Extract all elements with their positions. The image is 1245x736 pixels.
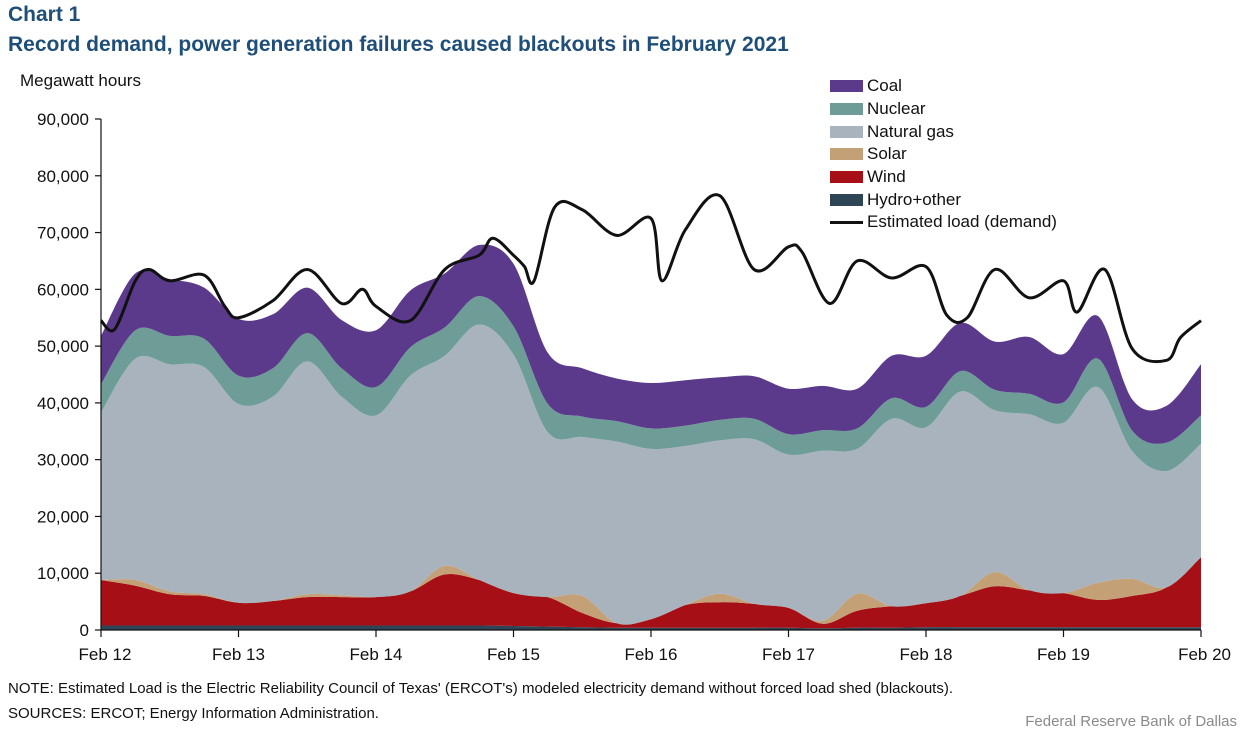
y-tick-label: 50,000 <box>37 337 89 356</box>
y-tick-label: 20,000 <box>37 507 89 526</box>
legend-label-natural-gas: Natural gas <box>867 121 954 141</box>
area-hydro-other <box>101 625 1201 630</box>
x-tick-label: Feb 16 <box>625 645 678 664</box>
legend-swatch-wind <box>830 171 863 184</box>
legend-label-solar: Solar <box>867 144 907 164</box>
stacked-area-layer <box>101 244 1201 630</box>
x-tick-label: Feb 14 <box>350 645 403 664</box>
legend-item-estimated-load: Estimated load (demand) <box>830 211 1057 234</box>
legend-swatch-natural-gas <box>830 125 863 138</box>
legend-item-wind: Wind <box>830 166 1057 189</box>
legend-item-hydro-other: Hydro+other <box>830 188 1057 211</box>
chart-title: Record demand, power generation failures… <box>8 33 789 56</box>
y-axis-unit-label: Megawatt hours <box>20 71 141 90</box>
y-tick-label: 60,000 <box>37 280 89 299</box>
load-line-layer <box>99 193 1202 364</box>
y-tick-label: 40,000 <box>37 394 89 413</box>
chart-legend: Coal Nuclear Natural gas Solar Wind Hydr… <box>830 75 1057 234</box>
legend-item-solar: Solar <box>830 143 1057 166</box>
legend-label-nuclear: Nuclear <box>867 99 926 119</box>
area-natural-gas <box>101 324 1201 625</box>
footnote: NOTE: Estimated Load is the Electric Rel… <box>8 680 954 697</box>
x-tick-label: Feb 19 <box>1037 645 1090 664</box>
x-tick-label: Feb 12 <box>79 645 132 664</box>
sources-line: SOURCES: ERCOT; Energy Information Admin… <box>8 705 379 722</box>
x-tick-label: Feb 17 <box>762 645 815 664</box>
legend-item-nuclear: Nuclear <box>830 98 1057 121</box>
legend-item-coal: Coal <box>830 75 1057 98</box>
area-nuclear <box>101 296 1201 472</box>
axes: 0 10,000 20,000 30,000 40,000 50,000 60,000 70,… <box>37 110 1231 664</box>
legend-label-estimated-load: Estimated load (demand) <box>867 212 1057 232</box>
legend-swatch-coal <box>830 80 863 93</box>
y-tick-label: 0 <box>80 621 89 640</box>
legend-item-natural-gas: Natural gas <box>830 120 1057 143</box>
legend-swatch-hydro-other <box>830 193 863 206</box>
y-tick-label: 70,000 <box>37 224 89 243</box>
x-tick-label: Feb 13 <box>212 645 265 664</box>
credit-line: Federal Reserve Bank of Dallas <box>1025 713 1237 730</box>
y-tick-label: 30,000 <box>37 451 89 470</box>
legend-label-wind: Wind <box>867 167 906 187</box>
legend-label-hydro-other: Hydro+other <box>867 189 962 209</box>
legend-line-estimated-load <box>830 220 863 224</box>
y-tick-label: 90,000 <box>37 110 89 129</box>
legend-swatch-nuclear <box>830 103 863 116</box>
legend-swatch-solar <box>830 148 863 161</box>
area-wind <box>101 557 1201 629</box>
x-tick-label: Feb 15 <box>487 645 540 664</box>
area-coal <box>101 244 1201 444</box>
chart-number: Chart 1 <box>8 3 81 26</box>
legend-label-coal: Coal <box>867 76 902 96</box>
x-tick-label: Feb 18 <box>900 645 953 664</box>
y-tick-label: 80,000 <box>37 167 89 186</box>
line-estimated-load <box>99 193 1202 364</box>
x-tick-label: Feb 20 <box>1178 645 1231 664</box>
y-tick-label: 10,000 <box>37 564 89 583</box>
